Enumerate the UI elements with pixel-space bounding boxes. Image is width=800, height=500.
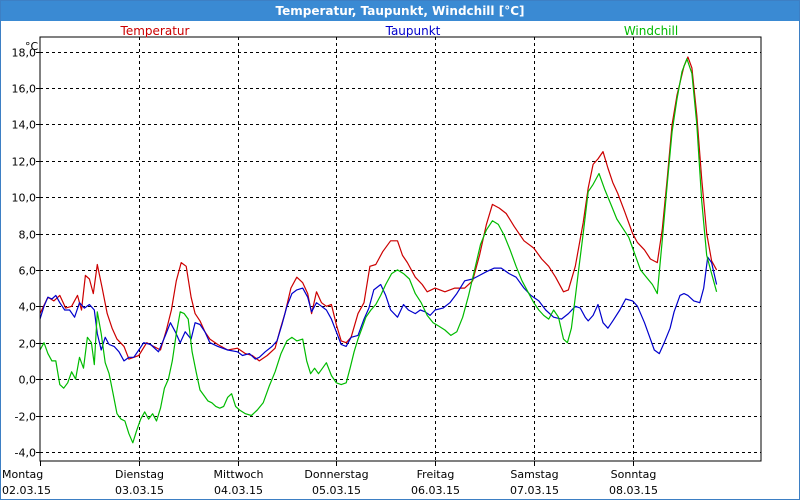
series-lines	[39, 56, 718, 444]
legend-item-taupunkt: Taupunkt	[385, 24, 441, 38]
y-tick-label: 16,0	[12, 83, 37, 96]
legend-item-temperatur: Temperatur	[120, 24, 190, 38]
x-tick-day: Samstag	[510, 468, 558, 481]
x-tick-day: Mittwoch	[214, 468, 264, 481]
y-tick-label: 12,0	[12, 156, 37, 169]
y-axis-ticks: 18,0 16,0 14,0 12,0 10,0 8,0 6,0 4,0 2,0 0,0 -2,0 -…	[12, 47, 40, 460]
y-tick-label: 0,0	[19, 374, 37, 387]
y-tick-label: 2,0	[19, 338, 37, 351]
y-tick-label: 4,0	[19, 301, 37, 314]
x-tick-date: 06.03.15	[411, 484, 460, 497]
series-line-temperatur	[39, 56, 718, 362]
y-tick-label: 18,0	[12, 47, 37, 60]
x-tick-day: Donnerstag	[304, 468, 368, 481]
x-tick-date: 02.03.15	[2, 484, 51, 497]
x-tick-date: 05.03.15	[312, 484, 361, 497]
y-tick-label: 8,0	[19, 229, 37, 242]
y-tick-label: 10,0	[12, 192, 37, 205]
plot-frame	[39, 36, 762, 462]
y-tick-label: 6,0	[19, 265, 37, 278]
x-tick-date: 03.03.15	[115, 484, 164, 497]
x-tick-day: Montag	[2, 468, 43, 481]
legend-item-windchill: Windchill	[624, 24, 678, 38]
x-tick-date: 04.03.15	[214, 484, 263, 497]
series-line-taupunkt	[39, 256, 718, 362]
y-tick-label: -2,0	[15, 411, 36, 424]
series-line-windchill	[39, 58, 718, 444]
x-tick-day: Freitag	[417, 468, 455, 481]
x-tick-day: Dienstag	[115, 468, 164, 481]
y-tick-label: -4,0	[15, 447, 36, 460]
chart-legend: Temperatur Taupunkt Windchill	[120, 24, 679, 38]
window-title: Temperatur, Taupunkt, Windchill [°C]	[1, 1, 799, 21]
y-axis-unit-label: °C	[25, 40, 39, 53]
x-axis-ticks: Montag 02.03.15 Dienstag 03.03.15 Mittwoch 04…	[2, 461, 658, 497]
x-tick-date: 08.03.15	[609, 484, 658, 497]
y-tick-label: 14,0	[12, 119, 37, 132]
x-tick-day: Sonntag	[611, 468, 657, 481]
x-tick-date: 07.03.15	[510, 484, 559, 497]
